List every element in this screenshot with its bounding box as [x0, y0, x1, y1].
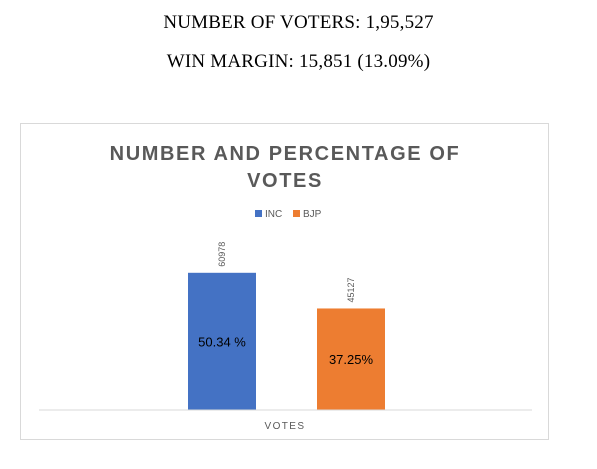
- voters-count-text: NUMBER OF VOTERS: 1,95,527: [163, 12, 434, 33]
- value-label-inc: 60978: [217, 242, 227, 267]
- value-label-bjp: 45127: [346, 277, 356, 302]
- percent-label-inc: 50.34 %: [198, 334, 246, 349]
- chart-title-line-1: NUMBER AND PERCENTAGE OF: [110, 143, 461, 165]
- bar-chart: NUMBER AND PERCENTAGE OF VOTES INC BJP 60…: [39, 143, 532, 432]
- legend-swatch-bjp: [293, 210, 300, 217]
- bar-bjp: [317, 308, 385, 410]
- legend-label-inc: INC: [265, 209, 282, 220]
- x-axis-category-label: VOTES: [265, 421, 306, 432]
- legend: INC BJP: [255, 209, 322, 220]
- legend-label-bjp: BJP: [303, 209, 322, 220]
- percent-label-bjp: 37.25%: [329, 352, 374, 367]
- legend-swatch-inc: [255, 210, 262, 217]
- chart-title-line-2: VOTES: [247, 170, 323, 192]
- bars-group: 60978 50.34 % 45127 37.25%: [188, 242, 385, 410]
- win-margin-text: WIN MARGIN: 15,851 (13.09%): [166, 51, 431, 72]
- chart-area: NUMBER AND PERCENTAGE OF VOTES INC BJP 60…: [20, 123, 549, 440]
- bar-inc: [188, 272, 256, 410]
